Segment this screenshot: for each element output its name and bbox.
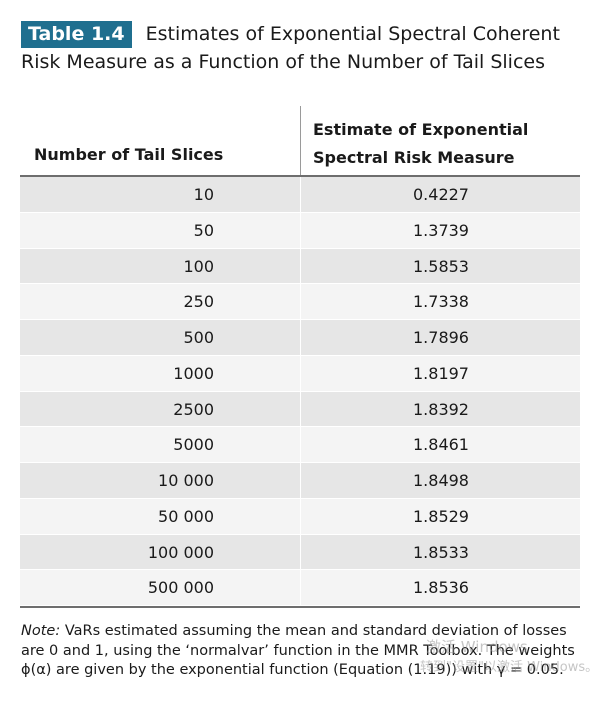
cell-tail-slices: 50 000 [20,498,301,534]
cell-tail-slices: 500 000 [20,570,301,605]
cell-risk-estimate: 1.8533 [413,542,469,562]
cell-tail-slices: 2500 [20,391,301,427]
cell-risk-estimate: 0.4227 [413,185,469,204]
note-text: VaRs estimated assuming the mean and sta… [21,623,575,678]
cell-tail-slices: 5000 [20,427,301,462]
table-row: 500 000 1.8536 [20,570,580,606]
cell-tail-slices: 250 [20,284,301,319]
table-row: 2500 1.8392 [20,391,580,428]
table-row: 500 1.7896 [20,320,580,356]
table-row: 5000 1.8461 [20,427,580,463]
cell-tail-slices: 100 [20,248,301,284]
cell-risk-estimate: 1.8498 [413,471,469,490]
cell-risk-estimate: 1.5853 [413,256,469,276]
cell-tail-slices: 10 000 [20,463,301,498]
data-table: Number of Tail Slices Estimate of Expone… [20,106,580,608]
table-row: 1000 1.8197 [20,355,580,392]
cell-risk-estimate: 1.7338 [413,292,469,312]
table-row: 100 000 1.8533 [20,534,580,571]
cell-tail-slices: 10 [20,177,301,212]
cell-risk-estimate: 1.8461 [413,435,469,455]
table-row: 250 1.7338 [20,284,580,320]
cell-risk-estimate: 1.8536 [413,578,469,598]
cell-tail-slices: 1000 [20,355,301,391]
header-number-of-tail-slices: Number of Tail Slices [20,106,301,175]
cell-risk-estimate: 1.3739 [413,220,469,240]
table-note: Note: VaRs estimated assuming the mean a… [21,622,591,681]
table-row: 10 0.4227 [20,177,580,213]
table-caption: Table 1.4 Estimates of Exponential Spectr… [21,20,601,76]
table-body: 10 0.4227 50 1.3739 100 1.5853 250 1.7338 500 1.7… [20,177,580,608]
table-number-badge: Table 1.4 [21,21,132,48]
header-estimate: Estimate of Exponential Spectral Risk Me… [313,120,529,167]
table-title: Estimates of Exponential Spectral Cohere… [21,23,560,73]
table-row: 50 000 1.8529 [20,498,580,535]
note-label: Note: [21,623,61,639]
cell-risk-estimate: 1.7896 [413,328,469,347]
table-row: 50 1.3739 [20,212,580,249]
table-header: Number of Tail Slices Estimate of Expone… [20,106,580,177]
table-row: 10 000 1.8498 [20,463,580,499]
cell-tail-slices: 500 [20,320,301,355]
cell-tail-slices: 100 000 [20,534,301,570]
table-row: 100 1.5853 [20,248,580,285]
cell-risk-estimate: 1.8529 [413,506,469,526]
cell-tail-slices: 50 [20,212,301,248]
cell-risk-estimate: 1.8197 [413,363,469,383]
cell-risk-estimate: 1.8392 [413,399,469,419]
